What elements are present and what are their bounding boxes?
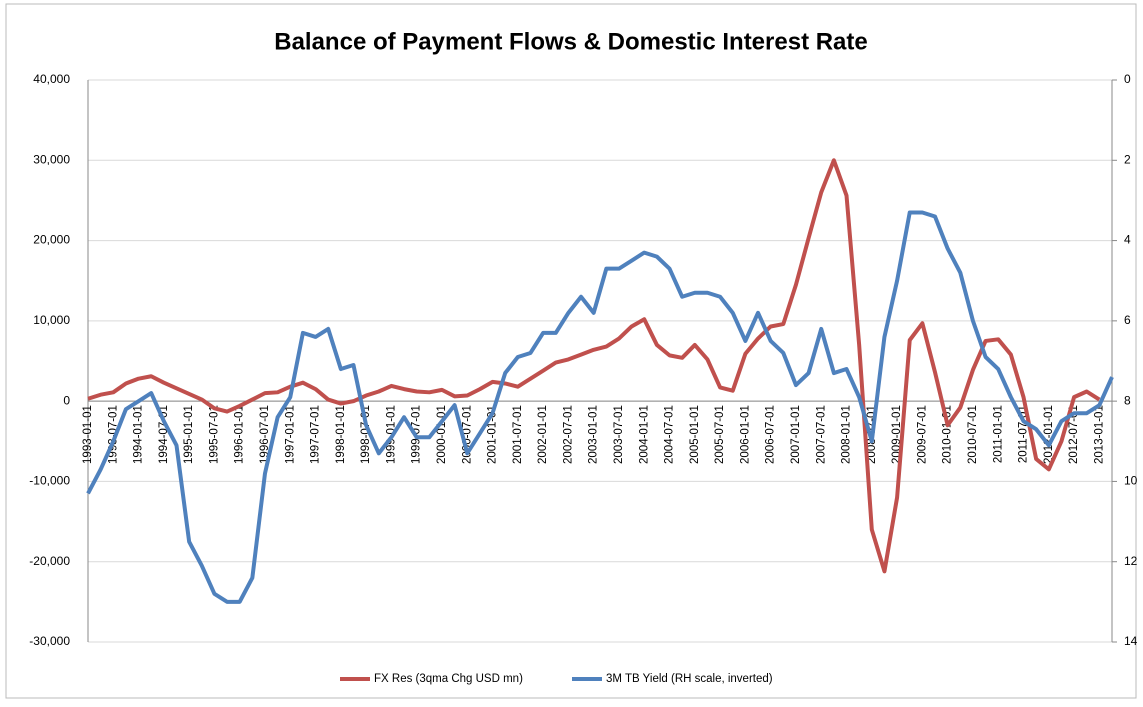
x-tick-label: 2013-01-01 [1093, 405, 1105, 464]
y-tick-label: 40,000 [33, 72, 70, 86]
y2-tick-label: 10 [1124, 474, 1138, 488]
x-tick-label: 2002-01-01 [537, 405, 549, 464]
x-tick-label: 1994-07-01 [158, 405, 170, 464]
y2-tick-label: 12 [1124, 554, 1138, 568]
y2-tick-label: 4 [1124, 233, 1131, 247]
x-tick-label: 2003-01-01 [588, 405, 600, 464]
y2-tick-label: 8 [1124, 393, 1131, 407]
x-tick-label: 2007-07-01 [815, 405, 827, 464]
y-tick-label: -20,000 [29, 554, 70, 568]
y2-tick-label: 0 [1124, 72, 1131, 86]
chart-title: Balance of Payment Flows & Domestic Inte… [274, 28, 868, 55]
y2-tick-label: 14 [1124, 634, 1138, 648]
x-tick-label: 2001-07-01 [512, 405, 524, 464]
x-tick-label: 2004-07-01 [664, 405, 676, 464]
x-tick-label: 2012-07-01 [1068, 405, 1080, 464]
series-line [87, 158, 1101, 574]
x-tick-label: 2003-07-01 [613, 405, 625, 464]
y-tick-label: -10,000 [29, 474, 70, 488]
x-tick-label: 1997-07-01 [310, 405, 322, 464]
y-tick-label: 30,000 [33, 152, 70, 166]
y-tick-label: 10,000 [33, 313, 70, 327]
x-tick-label: 2007-01-01 [790, 405, 802, 464]
x-tick-label: 1993-01-01 [82, 405, 94, 464]
x-tick-label: 2002-07-01 [562, 405, 574, 464]
x-tick-label: 2011-07-01 [1018, 405, 1030, 463]
x-tick-label: 2011-01-01 [992, 405, 1004, 463]
chart-frame [5, 3, 1137, 699]
x-tick-label: 2006-01-01 [739, 405, 751, 464]
legend-label: 3M TB Yield (RH scale, inverted) [606, 673, 773, 685]
x-tick-label: 1998-01-01 [335, 405, 347, 464]
x-tick-label: 1996-01-01 [234, 405, 246, 464]
x-tick-label: 2006-07-01 [765, 405, 777, 464]
x-tick-label: 1996-07-01 [259, 405, 271, 464]
x-tick-label: 2010-07-01 [967, 405, 979, 464]
x-tick-label: 2012-01-01 [1043, 405, 1055, 464]
x-tick-label: 1994-01-01 [133, 405, 145, 464]
y-tick-label: -30,000 [29, 634, 70, 648]
x-tick-label: 2005-01-01 [689, 405, 701, 464]
legend-label: FX Res (3qma Chg USD mn) [374, 673, 523, 685]
x-tick-label: 1995-07-01 [208, 405, 220, 464]
series-line [86, 210, 1114, 604]
y-tick-label: 0 [63, 393, 70, 407]
x-tick-label: 2005-07-01 [714, 405, 726, 464]
x-tick-label: 2008-01-01 [841, 405, 853, 464]
x-tick-label: 2004-01-01 [638, 405, 650, 464]
y2-tick-label: 2 [1124, 152, 1131, 166]
x-tick-label: 1995-01-01 [183, 405, 195, 464]
x-tick-label: 1997-01-01 [284, 405, 296, 464]
y-tick-label: 20,000 [33, 233, 70, 247]
x-tick-label: 2009-07-01 [916, 405, 928, 464]
y2-tick-label: 6 [1124, 313, 1131, 327]
